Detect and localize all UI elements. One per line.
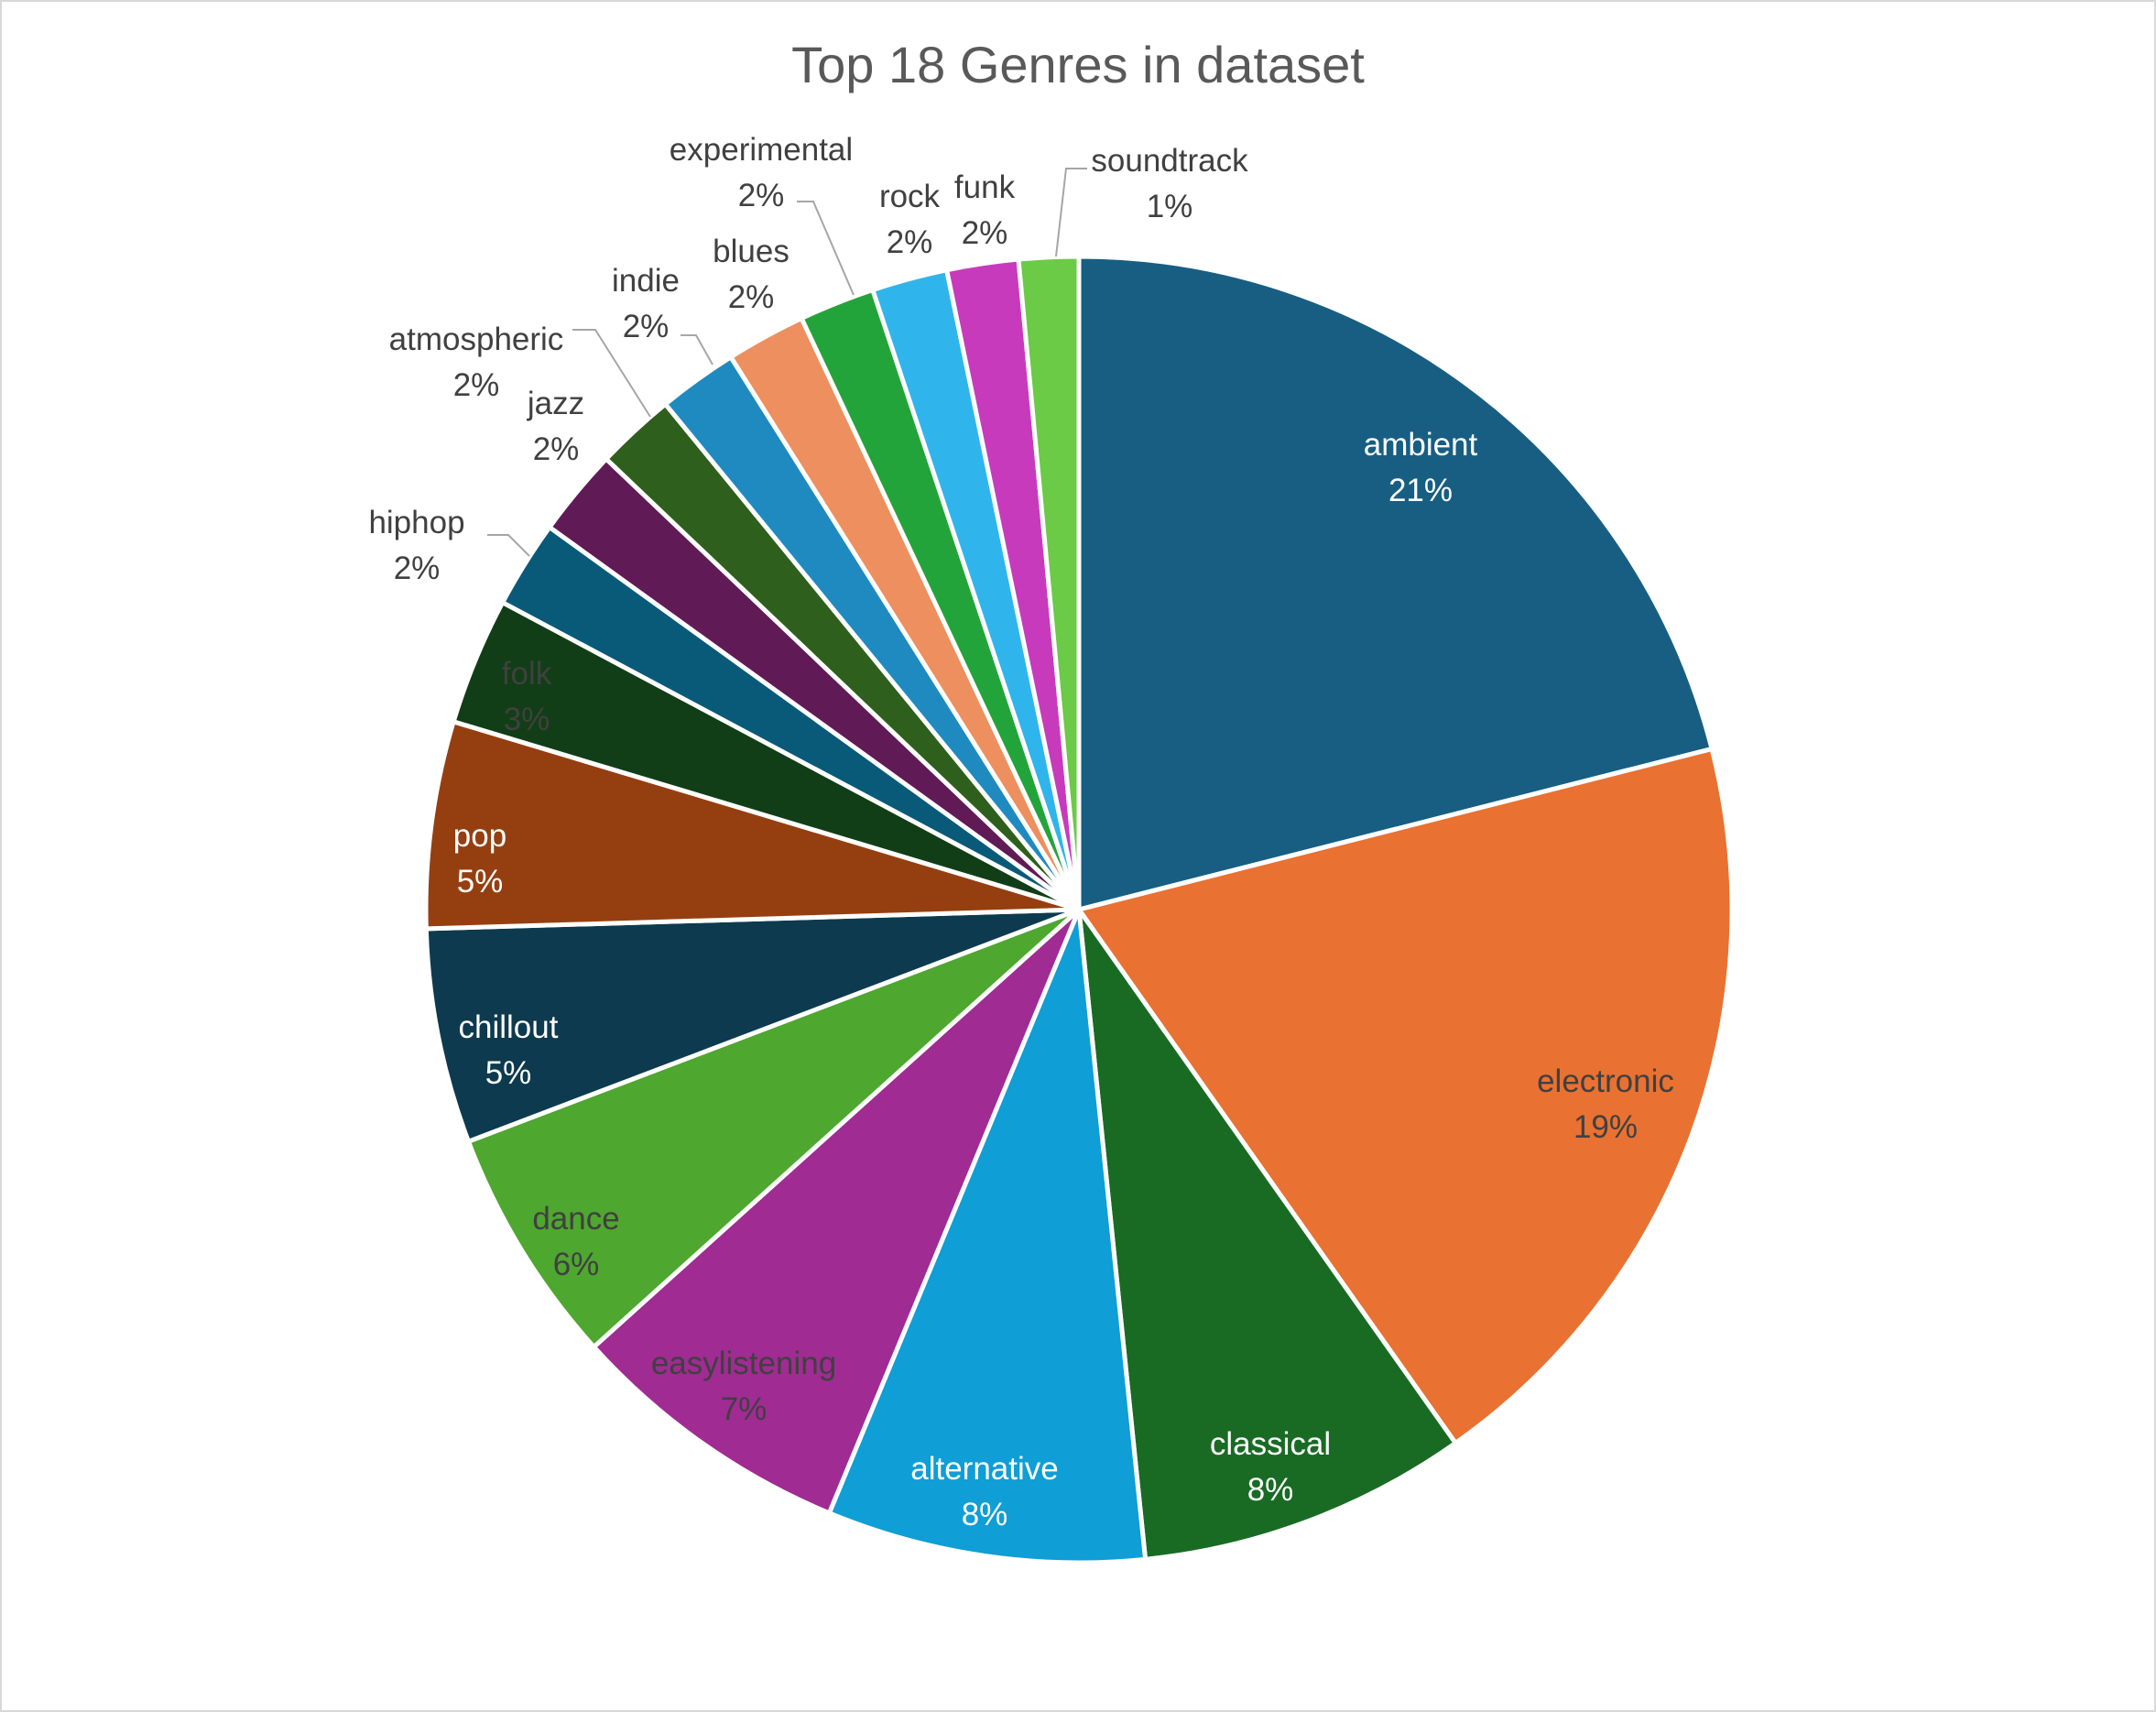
data-label-name-jazz: jazz (527, 386, 584, 421)
data-label-name-chillout: chillout (459, 1009, 559, 1045)
data-label-value-experimental: 2% (738, 178, 785, 213)
data-label-name-alternative: alternative (910, 1451, 1058, 1487)
pie-slice-classical[interactable] (1075, 900, 1459, 1563)
data-label-value-atmospheric: 2% (453, 367, 500, 403)
data-label-name-experimental: experimental (670, 132, 853, 168)
pie-slice-electronic[interactable] (1074, 746, 1735, 1446)
data-label-name-folk: folk (502, 656, 552, 692)
pie-slice-soundtrack[interactable] (1016, 254, 1082, 911)
data-label-name-classical: classical (1210, 1426, 1331, 1462)
data-label-value-dance: 6% (553, 1247, 600, 1282)
data-label-value-classical: 8% (1247, 1472, 1294, 1508)
data-label-value-ambient: 21% (1388, 473, 1453, 508)
leader-line-hiphop (487, 534, 530, 557)
data-label-value-alternative: 8% (962, 1497, 1008, 1532)
data-label-value-easylistening: 7% (721, 1391, 768, 1427)
chart-title: Top 18 Genres in dataset (791, 36, 1365, 93)
data-label-name-hiphop: hiphop (368, 505, 464, 540)
pie-slice-easylistening[interactable] (590, 908, 1082, 1517)
pie-slice-ambient[interactable] (1076, 254, 1715, 913)
pie-slice-pop[interactable] (423, 718, 1080, 932)
data-label-value-soundtrack: 1% (1147, 189, 1193, 224)
pie-slice-dance[interactable] (465, 907, 1081, 1350)
data-label-name-atmospheric: atmospheric (389, 322, 564, 357)
data-label-name-rock: rock (879, 179, 941, 214)
leader-line-indie (681, 334, 713, 365)
data-label-value-pop: 5% (457, 864, 504, 900)
data-label-name-ambient: ambient (1364, 427, 1478, 463)
leader-line-atmospheric (572, 329, 651, 418)
data-label-value-funk: 2% (962, 215, 1008, 251)
data-label-name-pop: pop (453, 818, 506, 854)
data-label-value-electronic: 19% (1573, 1109, 1638, 1145)
data-label-value-chillout: 5% (485, 1055, 532, 1091)
data-label-value-hiphop: 2% (394, 551, 441, 586)
data-label-name-indie: indie (612, 263, 680, 299)
data-label-name-blues: blues (713, 234, 789, 269)
leader-line-soundtrack (1055, 168, 1087, 257)
data-label-name-dance: dance (532, 1201, 619, 1237)
data-label-name-soundtrack: soundtrack (1091, 143, 1248, 179)
data-label-value-blues: 2% (728, 279, 775, 315)
pie-slice-alternative[interactable] (826, 909, 1149, 1565)
data-label-value-rock: 2% (887, 224, 933, 260)
data-label-name-funk: funk (954, 169, 1016, 205)
data-label-name-electronic: electronic (1537, 1063, 1674, 1099)
data-label-name-easylistening: easylistening (651, 1346, 836, 1381)
pie-slice-chillout[interactable] (423, 907, 1080, 1145)
data-label-value-jazz: 2% (533, 431, 580, 467)
data-label-value-folk: 3% (504, 702, 550, 737)
data-label-value-indie: 2% (623, 309, 670, 344)
leader-line-experimental (797, 201, 855, 296)
